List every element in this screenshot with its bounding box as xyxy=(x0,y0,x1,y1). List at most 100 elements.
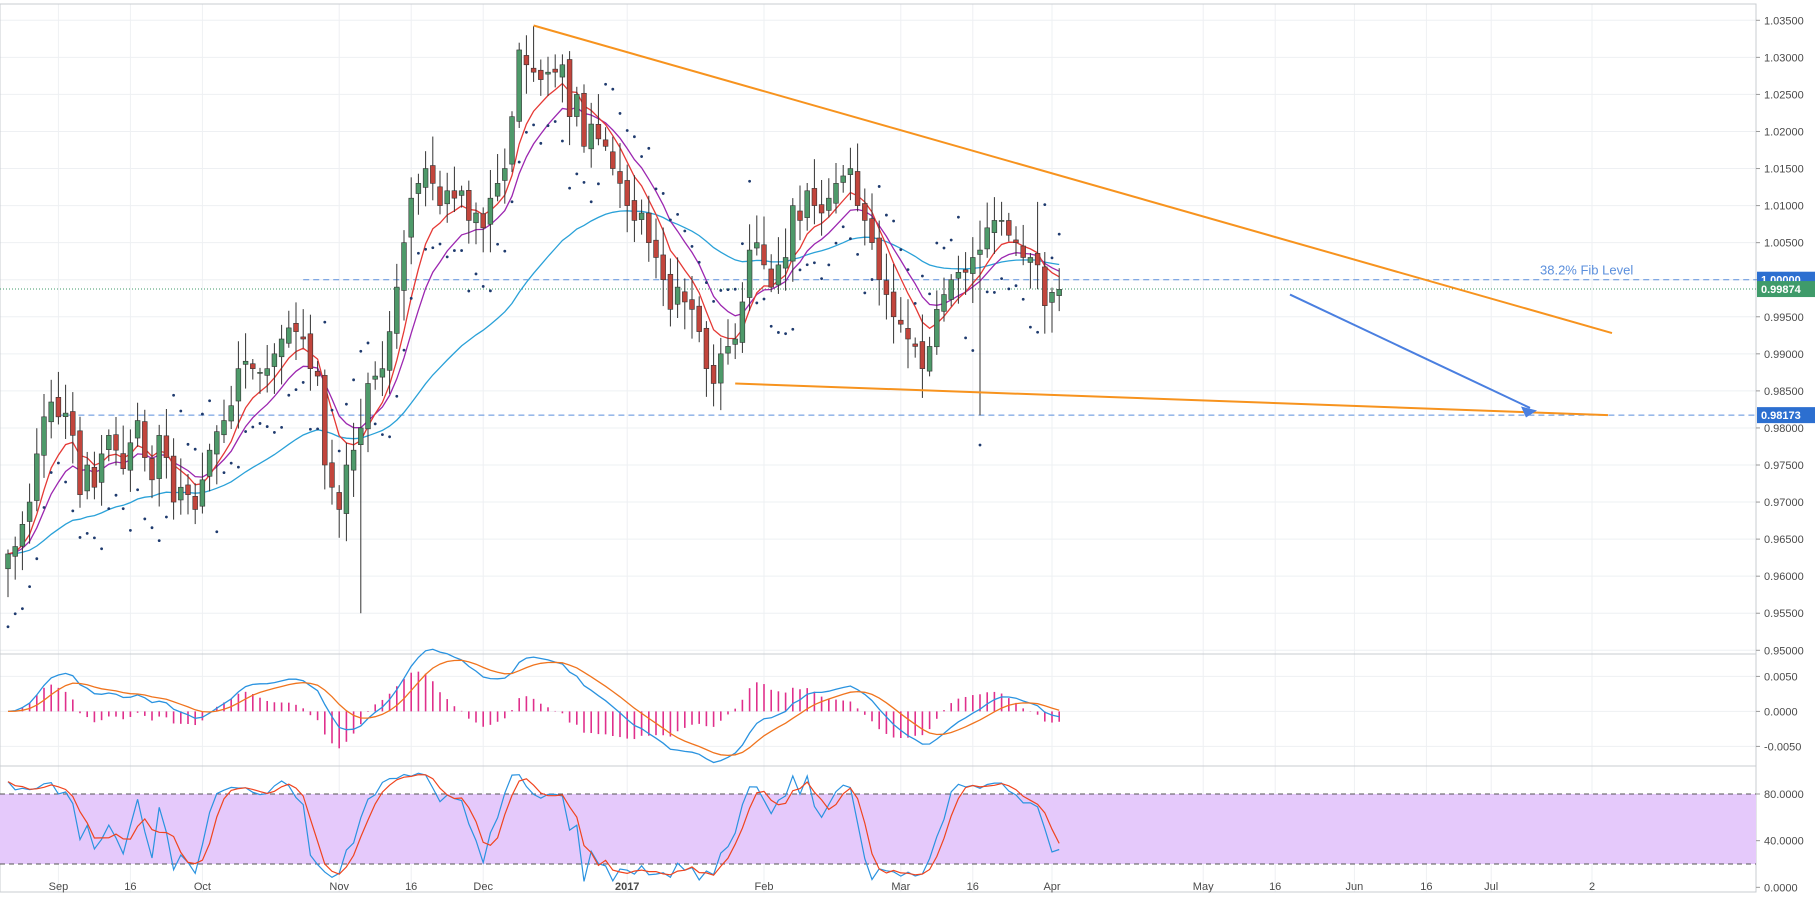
candle-body xyxy=(494,183,501,197)
candle-body xyxy=(790,205,796,262)
x-tick-label: May xyxy=(1193,881,1214,893)
candle-body xyxy=(451,190,458,199)
candle-body xyxy=(502,168,508,181)
candle-body xyxy=(970,257,976,274)
candle-body xyxy=(948,279,954,300)
sar-dot xyxy=(618,112,622,115)
macd-tick-label: -0.0050 xyxy=(1764,741,1801,753)
candle-body xyxy=(883,280,890,295)
stoch-overbought-oversold-band xyxy=(0,794,1756,864)
sar-dot xyxy=(993,291,996,294)
sar-dot xyxy=(755,301,759,305)
sar-dot xyxy=(582,181,586,184)
sar-dot xyxy=(1007,287,1011,291)
sar-dot xyxy=(474,272,478,276)
candle-body xyxy=(300,336,306,340)
candle-body xyxy=(862,203,868,221)
candle-body xyxy=(170,455,177,503)
sar-dot xyxy=(265,425,269,428)
sar-dot xyxy=(64,480,67,484)
x-tick-label: Dec xyxy=(473,881,493,893)
sar-dot xyxy=(1050,256,1054,260)
x-tick-label: 2 xyxy=(1589,881,1595,893)
sar-dot xyxy=(417,251,420,255)
price-tick-label: 1.00500 xyxy=(1764,238,1804,250)
sar-dot xyxy=(769,324,773,328)
price-tick-label: 0.99500 xyxy=(1764,312,1804,324)
candle-body xyxy=(689,299,695,310)
candle-body xyxy=(775,264,782,286)
candle-body xyxy=(264,368,270,376)
sar-dot xyxy=(589,200,593,204)
candle-body xyxy=(120,453,126,470)
candle-body xyxy=(977,249,983,255)
sar-dot xyxy=(640,155,643,158)
sar-dot xyxy=(517,160,521,164)
candle-body xyxy=(926,346,933,372)
price-tick-label: 0.95000 xyxy=(1764,645,1804,657)
sar-dot xyxy=(244,430,248,433)
sar-dot xyxy=(215,530,219,534)
sar-dot xyxy=(172,393,176,397)
macd-signal-line xyxy=(7,659,1060,757)
sar-dot xyxy=(798,268,802,272)
x-tick-label: 16 xyxy=(1420,881,1432,893)
sar-dot xyxy=(877,185,881,188)
candle-body xyxy=(199,479,206,507)
candle-body xyxy=(487,197,494,225)
sar-dot xyxy=(460,249,463,252)
sar-dot xyxy=(669,218,672,222)
candle-body xyxy=(545,71,551,75)
candle-body xyxy=(336,492,342,510)
sar-dot xyxy=(539,141,543,145)
sar-dot xyxy=(201,412,204,416)
sar-dot xyxy=(784,332,787,336)
sar-dot xyxy=(1057,232,1061,236)
sar-dot xyxy=(352,378,355,382)
sar-dot xyxy=(532,123,535,127)
sar-dot xyxy=(964,336,967,340)
sar-dot xyxy=(316,427,319,431)
candle-body xyxy=(674,286,681,305)
sar-dot xyxy=(978,443,982,447)
price-tick-label: 0.97500 xyxy=(1764,460,1804,472)
sar-dot xyxy=(741,242,744,246)
candle-body xyxy=(12,546,18,557)
sar-dot xyxy=(28,585,31,589)
candle-body xyxy=(955,272,962,279)
sar-dot xyxy=(661,192,665,195)
candle-body xyxy=(422,168,429,188)
sar-dot xyxy=(402,348,406,352)
candle-body xyxy=(466,190,472,221)
candle-body xyxy=(574,94,580,117)
candle-body xyxy=(271,353,278,367)
sar-dot xyxy=(906,268,910,272)
price-tick-label: 0.97000 xyxy=(1764,497,1804,509)
trendlines xyxy=(533,24,1613,418)
sar-dot xyxy=(280,426,283,429)
sar-dot xyxy=(726,288,730,292)
sar-dot xyxy=(813,261,816,265)
x-tick-label: 16 xyxy=(405,881,417,893)
price-axis-badge xyxy=(1757,281,1815,298)
horizontal-levels: 38.2% Fib Level xyxy=(0,263,1756,416)
sar-dot xyxy=(208,399,212,403)
sar-dot xyxy=(57,461,60,465)
sar-dot xyxy=(107,507,111,511)
candle-body xyxy=(48,401,54,423)
candle-body xyxy=(113,434,119,451)
sar-dot xyxy=(885,213,888,217)
sar-dot xyxy=(273,431,276,434)
sar-dot xyxy=(697,260,701,264)
candle-body xyxy=(898,319,904,325)
candle-body xyxy=(329,462,335,488)
sar-dot xyxy=(748,179,751,183)
candle-body xyxy=(998,220,1005,222)
candle-body xyxy=(286,327,292,344)
sar-dot xyxy=(647,146,651,150)
candle-body xyxy=(962,269,969,273)
sar-dot xyxy=(467,289,471,293)
price-tick-label: 1.02500 xyxy=(1764,89,1804,101)
sar-dot xyxy=(373,422,377,426)
